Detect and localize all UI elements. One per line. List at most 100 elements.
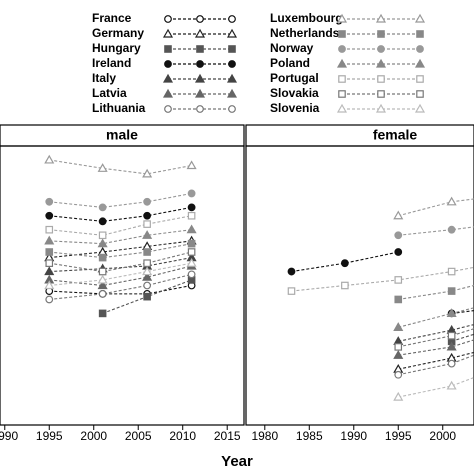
series-line (398, 354, 474, 376)
marker (97, 274, 108, 284)
marker (394, 370, 403, 379)
legend-label: France (92, 11, 132, 25)
series-line (291, 266, 474, 292)
marker (340, 259, 349, 268)
marker (446, 196, 457, 206)
marker (228, 15, 236, 23)
marker (187, 211, 196, 220)
marker (44, 154, 55, 164)
marker (447, 331, 456, 340)
series-line (49, 215, 192, 236)
marker (226, 73, 238, 83)
marker (287, 267, 296, 276)
marker (336, 58, 348, 68)
marker (226, 88, 238, 98)
series-line (398, 323, 474, 342)
marker (393, 210, 404, 220)
marker (143, 248, 151, 256)
marker (194, 28, 206, 38)
x-tick-label: 1980 (251, 429, 278, 443)
marker (162, 88, 174, 98)
legend-label: Slovakia (270, 86, 319, 100)
marker (187, 270, 196, 279)
series-line (291, 251, 399, 273)
series-line (49, 243, 192, 259)
plot-area (44, 154, 197, 318)
marker (45, 225, 54, 234)
x-tick-label: 1985 (296, 429, 323, 443)
series-line (398, 339, 474, 356)
marker (186, 224, 197, 234)
series-line (398, 226, 474, 236)
marker (164, 60, 172, 68)
marker (44, 280, 55, 290)
marker (416, 45, 424, 53)
marker (98, 253, 107, 262)
series-line (49, 229, 192, 245)
legend-label: Hungary (92, 41, 141, 55)
marker (196, 45, 204, 53)
series-line (49, 257, 192, 273)
marker (338, 75, 346, 83)
marker (187, 189, 196, 198)
marker (98, 289, 107, 298)
marker (98, 267, 107, 276)
marker (414, 13, 426, 23)
x-tick-label: 2000 (80, 429, 107, 443)
marker (97, 163, 108, 172)
marker (228, 45, 236, 53)
legend-label: Norway (270, 41, 314, 55)
marker (446, 308, 457, 317)
series-line (451, 333, 474, 342)
marker (416, 30, 424, 38)
legend-label: Slovenia (270, 101, 320, 115)
panel-frame (245, 145, 474, 426)
marker (446, 341, 457, 351)
marker (287, 287, 296, 295)
series-line (49, 251, 192, 273)
marker (97, 238, 108, 248)
marker (142, 168, 153, 178)
marker (164, 105, 172, 113)
marker (98, 217, 107, 226)
x-tick-label: 2015 (214, 429, 241, 443)
x-tick-label: 1990 (0, 429, 18, 443)
legend-label: Latvia (92, 86, 127, 100)
marker (416, 75, 424, 83)
marker (98, 231, 107, 240)
legend-label: Italy (92, 71, 116, 85)
series-line (398, 284, 474, 300)
marker (196, 15, 204, 23)
marker (143, 259, 151, 267)
marker (393, 350, 404, 359)
marker (44, 266, 55, 276)
legend-label: Poland (270, 56, 310, 70)
marker (164, 45, 172, 53)
x-tick-label: 1990 (340, 429, 367, 443)
marker (162, 28, 174, 38)
marker (45, 295, 54, 304)
marker (447, 267, 456, 276)
marker (394, 248, 403, 256)
marker (142, 230, 153, 239)
marker (338, 45, 346, 53)
marker (45, 248, 54, 256)
marker (187, 239, 196, 248)
panel-title: male (106, 127, 138, 143)
marker (187, 248, 196, 256)
marker (377, 30, 385, 38)
marker (186, 160, 197, 170)
marker (338, 90, 346, 98)
marker (143, 281, 152, 290)
x-tick-label: 1995 (385, 429, 412, 443)
marker (187, 203, 196, 212)
series-line (398, 376, 474, 398)
marker (228, 60, 236, 68)
marker (162, 73, 174, 83)
marker (375, 58, 387, 68)
marker (338, 30, 346, 38)
marker (447, 359, 456, 368)
marker (164, 15, 172, 23)
marker (377, 90, 385, 98)
